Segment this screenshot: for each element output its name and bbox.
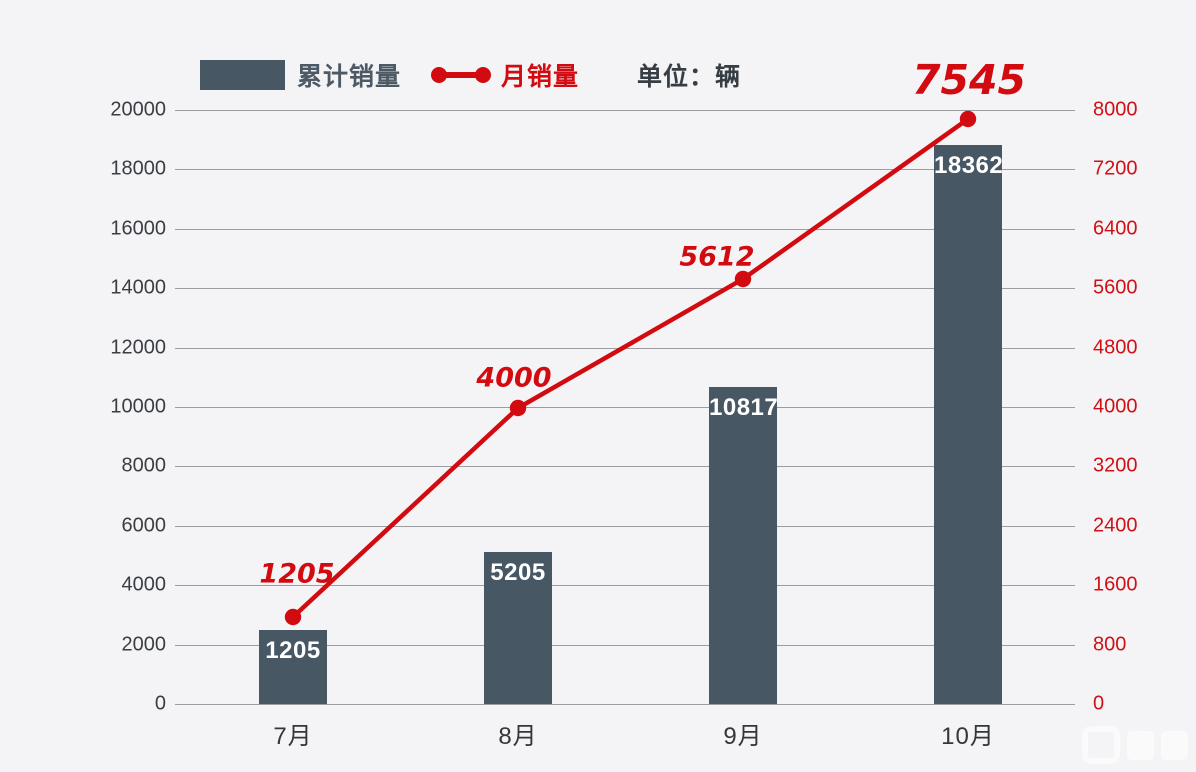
unit-label: 单位：辆: [637, 63, 742, 91]
bar-value-label: 18362: [934, 152, 1004, 179]
line-path: [291, 117, 970, 619]
watermark-glyph-icon: [1161, 730, 1188, 760]
gridline: [175, 644, 1075, 646]
right-axis-tick: 1600: [1093, 573, 1138, 596]
right-axis-tick: 6400: [1093, 217, 1138, 240]
gridline: [175, 525, 1075, 527]
line-point-label: 7545: [911, 56, 1027, 104]
line-point-label: 4000: [476, 362, 552, 394]
watermark-glyph-icon: [1127, 730, 1154, 760]
right-axis-tick: 4800: [1093, 336, 1138, 359]
left-axis-tick: 4000: [121, 573, 167, 596]
watermark-logo: [1082, 726, 1188, 764]
left-axis-tick: 0: [154, 692, 166, 715]
bar-value-label: 10817: [709, 394, 779, 421]
right-axis-tick: 800: [1093, 633, 1127, 656]
line-point: [509, 399, 527, 417]
right-axis-tick: 2400: [1093, 514, 1138, 537]
bar-value-label: 5205: [490, 559, 546, 586]
x-axis-label-9月: 9月: [723, 723, 763, 750]
monthly-sales-line: [284, 110, 977, 626]
legend-line-dot-left: [431, 67, 448, 83]
bar-9月: 10817: [709, 387, 779, 704]
right-axis-tick: 3200: [1093, 454, 1138, 477]
right-axis-tick: 4000: [1093, 395, 1138, 418]
legend-line-segment: [445, 72, 478, 78]
gridline: [175, 169, 1075, 171]
left-axis-tick: 20000: [110, 98, 166, 121]
right-axis-tick: 7200: [1093, 157, 1138, 180]
x-axis-label-8月: 8月: [498, 723, 538, 750]
legend-bar-label: 累计销量: [297, 63, 402, 91]
left-axis-tick: 12000: [110, 336, 166, 359]
bar-8月: 5205: [484, 552, 552, 704]
line-point: [284, 608, 302, 626]
left-axis-tick: 14000: [110, 276, 166, 299]
line-point: [959, 110, 977, 128]
line-point: [734, 270, 752, 288]
bar-7月: 1205: [259, 630, 327, 704]
gridline: [175, 585, 1075, 587]
gridline: [175, 466, 1075, 468]
gridline: [175, 228, 1075, 230]
line-point-label: 5612: [679, 241, 755, 273]
line-point-label: 1205: [259, 558, 335, 590]
left-axis-tick: 8000: [121, 454, 167, 477]
right-axis-tick: 0: [1093, 692, 1105, 715]
legend-bar-swatch: [200, 60, 285, 90]
right-axis-tick: 8000: [1093, 98, 1138, 121]
gridline: [175, 288, 1075, 290]
left-axis-tick: 18000: [110, 157, 166, 180]
left-axis-tick: 16000: [110, 217, 166, 240]
watermark-ring-icon: [1082, 726, 1120, 764]
legend-line-label: 月销量: [501, 63, 580, 91]
gridline: [175, 704, 1075, 705]
x-axis-label-7月: 7月: [273, 723, 313, 750]
bar-10月: 18362: [934, 145, 1004, 704]
left-axis-tick: 10000: [110, 395, 166, 418]
bar-value-label: 1205: [265, 637, 321, 664]
left-axis-tick: 6000: [121, 514, 167, 537]
legend: 累计销量 月销量 单位：辆: [200, 58, 741, 92]
legend-line-dot-right: [475, 67, 492, 83]
right-axis-tick: 5600: [1093, 276, 1138, 299]
gridline: [175, 110, 1075, 111]
legend-line-marker-icon: [431, 67, 492, 83]
x-axis-label-10月: 10月: [941, 723, 995, 750]
left-axis-tick: 2000: [121, 633, 167, 656]
gridline: [175, 407, 1075, 408]
plot-area: 1205 5205 10817 18362 1205 4000 5612 7545: [175, 56, 1075, 705]
